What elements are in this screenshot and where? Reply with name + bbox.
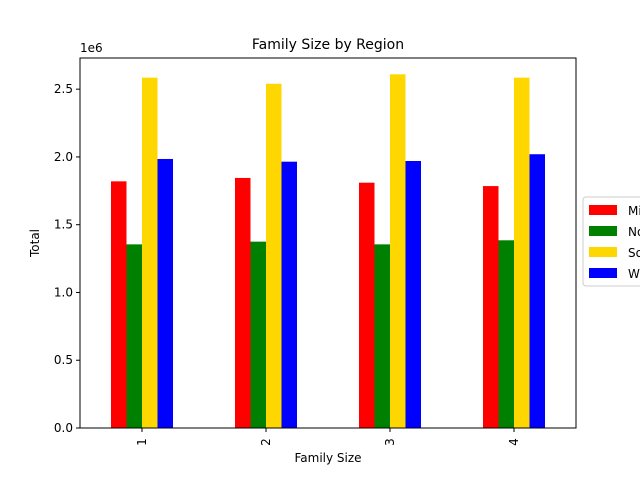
bar [157, 158, 173, 428]
legend-swatch [589, 268, 617, 278]
y-offset-label: 1e6 [80, 41, 103, 55]
bar [142, 77, 158, 429]
bar [126, 244, 142, 428]
y-tick-label: 2.0 [54, 150, 73, 164]
legend-frame [582, 196, 640, 287]
x-axis-label: Family Size [294, 451, 361, 465]
x-tick-label: 1 [135, 438, 149, 446]
x-tick-label: 2 [259, 438, 273, 446]
legend-label: W [628, 267, 640, 281]
x-tick-label: 3 [383, 438, 397, 446]
x-tick-label: 4 [507, 438, 521, 446]
bar [235, 177, 251, 428]
y-tick-label: 0.5 [54, 353, 73, 367]
legend-label: So [628, 246, 640, 260]
legend-label: No [628, 225, 640, 239]
y-axis: 0.0 0.5 1.0 1.5 2.0 2.5 [54, 82, 80, 435]
legend: Mi No So W [582, 196, 640, 287]
y-tick-label: 2.5 [54, 82, 73, 96]
bar [498, 240, 514, 428]
bar [405, 161, 421, 428]
y-axis-label: Total [28, 229, 42, 258]
bar [374, 244, 390, 428]
bar [529, 154, 545, 428]
x-axis: 1 2 3 4 [135, 428, 521, 446]
bar [359, 182, 375, 428]
y-tick-label: 0.0 [54, 421, 73, 435]
plot-frame [79, 57, 577, 429]
bar [514, 77, 530, 429]
legend-swatch [589, 205, 617, 215]
bar [390, 74, 406, 428]
bars-group [111, 74, 545, 429]
legend-swatch [589, 226, 617, 236]
chart-title: Family Size by Region [252, 37, 404, 53]
legend-swatch [589, 247, 617, 257]
bar [281, 161, 297, 428]
bar [483, 186, 499, 428]
y-tick-label: 1.5 [54, 218, 73, 232]
bar [250, 241, 266, 428]
bar [111, 181, 127, 428]
bar [266, 83, 282, 428]
y-tick-label: 1.0 [54, 285, 73, 299]
legend-label: Mi [628, 204, 640, 218]
